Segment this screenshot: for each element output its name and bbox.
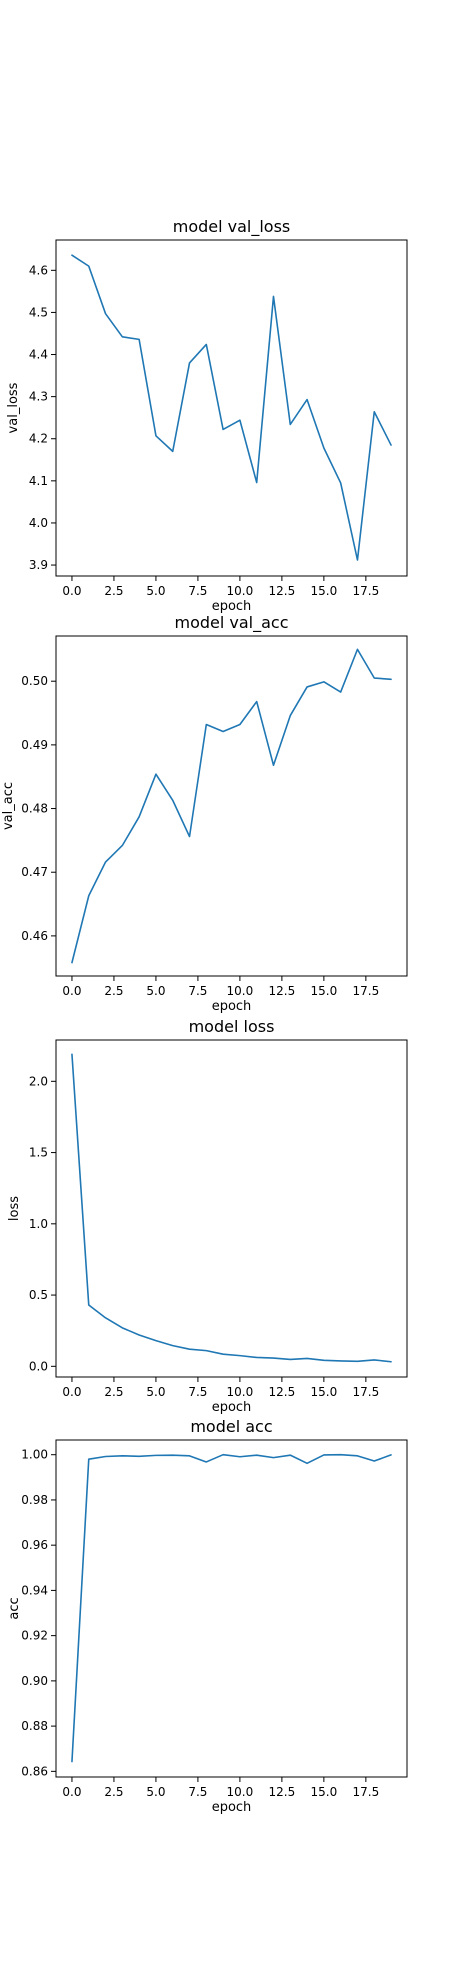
y-tick-label: 3.9: [29, 558, 48, 572]
y-tick-label: 4.3: [29, 390, 48, 404]
x-tick-label: 2.5: [104, 584, 123, 598]
x-tick-label: 15.0: [311, 1385, 338, 1399]
y-axis-label: acc: [7, 1597, 22, 1619]
y-tick-label: 0.96: [21, 1538, 48, 1552]
y-tick-label: 1.0: [29, 1217, 48, 1231]
y-tick-label: 0.49: [21, 738, 48, 752]
y-tick-label: 1.5: [29, 1146, 48, 1160]
y-axis-label: loss: [7, 1196, 22, 1221]
x-tick-label: 0.0: [62, 984, 81, 998]
y-tick-label: 0.5: [29, 1288, 48, 1302]
x-axis-label: epoch: [212, 999, 252, 1014]
y-tick-label: 0.90: [21, 1674, 48, 1688]
y-tick-label: 0.92: [21, 1629, 48, 1643]
series-line-1: [71, 1453, 392, 1763]
x-tick-label: 10.0: [227, 984, 254, 998]
subplot-1: model val_loss 0.0 2.5 5.0 7.5 10.0 12.5 15.0 17…: [6, 217, 408, 614]
y-tick-label: 4.1: [29, 474, 48, 488]
y-tick-label: 0.48: [21, 802, 48, 816]
x-tick-label: 10.0: [227, 1385, 254, 1399]
y-tick-label: 0.98: [21, 1493, 48, 1507]
x-tick-label: 2.5: [104, 1785, 123, 1799]
x-tick-label: 17.5: [352, 1785, 379, 1799]
x-tick-label: 0.0: [62, 1785, 81, 1799]
subplot-2: model val_acc 0.0 2.5 5.0 7.5 10.0 12.5 15.0 17.…: [1, 613, 408, 1014]
x-axis-label: epoch: [212, 1400, 252, 1415]
plot-frame: [55, 635, 408, 977]
y-tick-label: 0.50: [21, 674, 48, 688]
series-line-1: [71, 1053, 392, 1363]
x-axis-label: epoch: [212, 599, 252, 614]
chart-title: model acc: [190, 1417, 272, 1436]
y-tick-label: 0.94: [21, 1583, 48, 1597]
y-tick-label: 4.5: [29, 305, 48, 319]
x-tick-label: 5.0: [146, 584, 165, 598]
plot-frame: [55, 1439, 408, 1778]
series-line-1: [71, 254, 392, 561]
y-tick-label: 1.00: [21, 1448, 48, 1462]
y-tick-label: 4.0: [29, 516, 48, 530]
x-tick-label: 2.5: [104, 1385, 123, 1399]
chart-title: model val_acc: [174, 613, 288, 633]
x-tick-label: 15.0: [311, 1785, 338, 1799]
subplot-4: model acc 0.0 2.5 5.0 7.5 10.0 12.5 15.0 17.5 0.8…: [7, 1417, 408, 1815]
x-tick-label: 0.0: [62, 1385, 81, 1399]
x-tick-label: 0.0: [62, 584, 81, 598]
y-tick-label: 0.46: [21, 929, 48, 943]
y-tick-label: 2.0: [29, 1074, 48, 1088]
x-tick-label: 15.0: [311, 984, 338, 998]
x-tick-label: 5.0: [146, 1385, 165, 1399]
subplot-3: model loss 0.0 2.5 5.0 7.5 10.0 12.5 15.0 17.5 0.…: [7, 1017, 408, 1415]
x-tick-label: 12.5: [269, 984, 296, 998]
y-tick-label: 0.47: [21, 865, 48, 879]
x-tick-label: 10.0: [227, 584, 254, 598]
x-tick-label: 7.5: [188, 1385, 207, 1399]
y-tick-label: 0.88: [21, 1719, 48, 1733]
x-axis-label: epoch: [212, 1800, 252, 1815]
x-tick-label: 12.5: [269, 1785, 296, 1799]
x-tick-label: 2.5: [104, 984, 123, 998]
x-tick-label: 12.5: [269, 1385, 296, 1399]
y-tick-label: 4.2: [29, 432, 48, 446]
x-tick-label: 17.5: [352, 984, 379, 998]
x-tick-label: 10.0: [227, 1785, 254, 1799]
x-tick-label: 12.5: [269, 584, 296, 598]
chart-title: model loss: [189, 1017, 275, 1036]
x-tick-label: 5.0: [146, 1785, 165, 1799]
series-line-1: [71, 648, 392, 964]
x-tick-label: 17.5: [352, 584, 379, 598]
x-tick-label: 7.5: [188, 1785, 207, 1799]
y-tick-label: 4.4: [29, 348, 48, 362]
y-tick-label: 0.0: [29, 1359, 48, 1373]
y-tick-label: 4.6: [29, 263, 48, 277]
chart-title: model val_loss: [173, 217, 291, 237]
x-tick-label: 15.0: [311, 584, 338, 598]
y-axis-label: val_loss: [6, 382, 21, 433]
x-tick-label: 7.5: [188, 984, 207, 998]
y-axis-label: val_acc: [1, 782, 16, 830]
x-tick-label: 7.5: [188, 584, 207, 598]
plot-frame: [55, 1039, 408, 1378]
x-tick-label: 17.5: [352, 1385, 379, 1399]
x-tick-label: 5.0: [146, 984, 165, 998]
plot-frame: [55, 239, 408, 577]
y-tick-label: 0.86: [21, 1764, 48, 1778]
